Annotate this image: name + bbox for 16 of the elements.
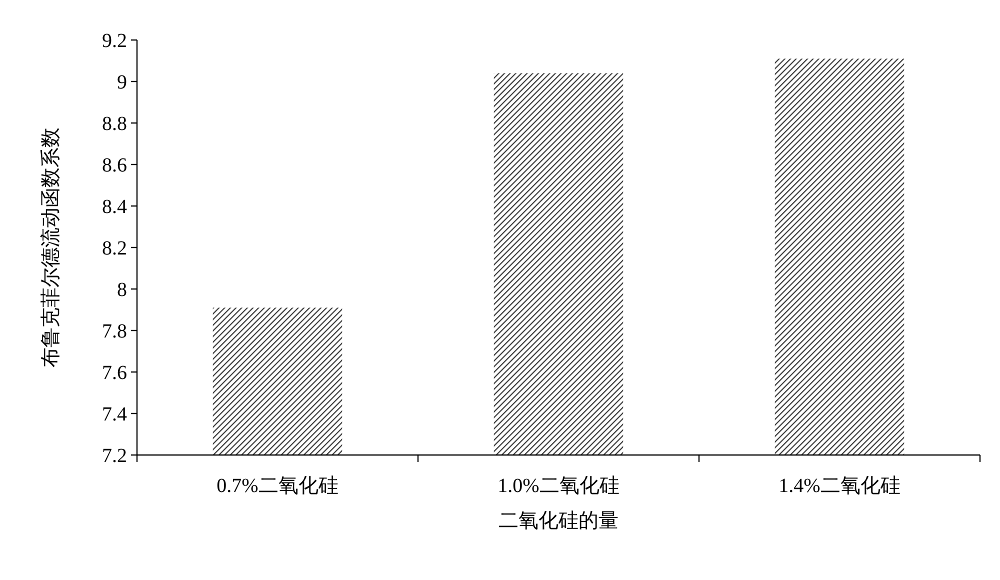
y-tick-label: 8 xyxy=(117,279,127,301)
y-tick-label: 7.2 xyxy=(102,445,127,467)
x-tick-label: 1.0%二氧化硅 xyxy=(498,475,620,497)
x-tick-label: 1.4%二氧化硅 xyxy=(778,475,900,497)
y-axis-title: 布鲁克菲尔德流动函数系数 xyxy=(40,128,62,368)
y-tick-label: 7.6 xyxy=(102,362,127,384)
y-tick-label: 7.4 xyxy=(102,404,127,426)
y-tick-label: 8.4 xyxy=(102,196,127,218)
y-tick-label: 9 xyxy=(117,72,127,94)
y-tick-label: 8.2 xyxy=(102,238,127,260)
y-tick-label: 9.2 xyxy=(102,30,127,52)
x-axis-title: 二氧化硅的量 xyxy=(498,510,618,532)
y-tick-label: 8.6 xyxy=(102,154,127,176)
y-tick-label: 8.8 xyxy=(102,113,127,135)
y-tick-label: 7.8 xyxy=(102,320,127,342)
x-tick-label: 0.7%二氧化硅 xyxy=(216,475,338,497)
